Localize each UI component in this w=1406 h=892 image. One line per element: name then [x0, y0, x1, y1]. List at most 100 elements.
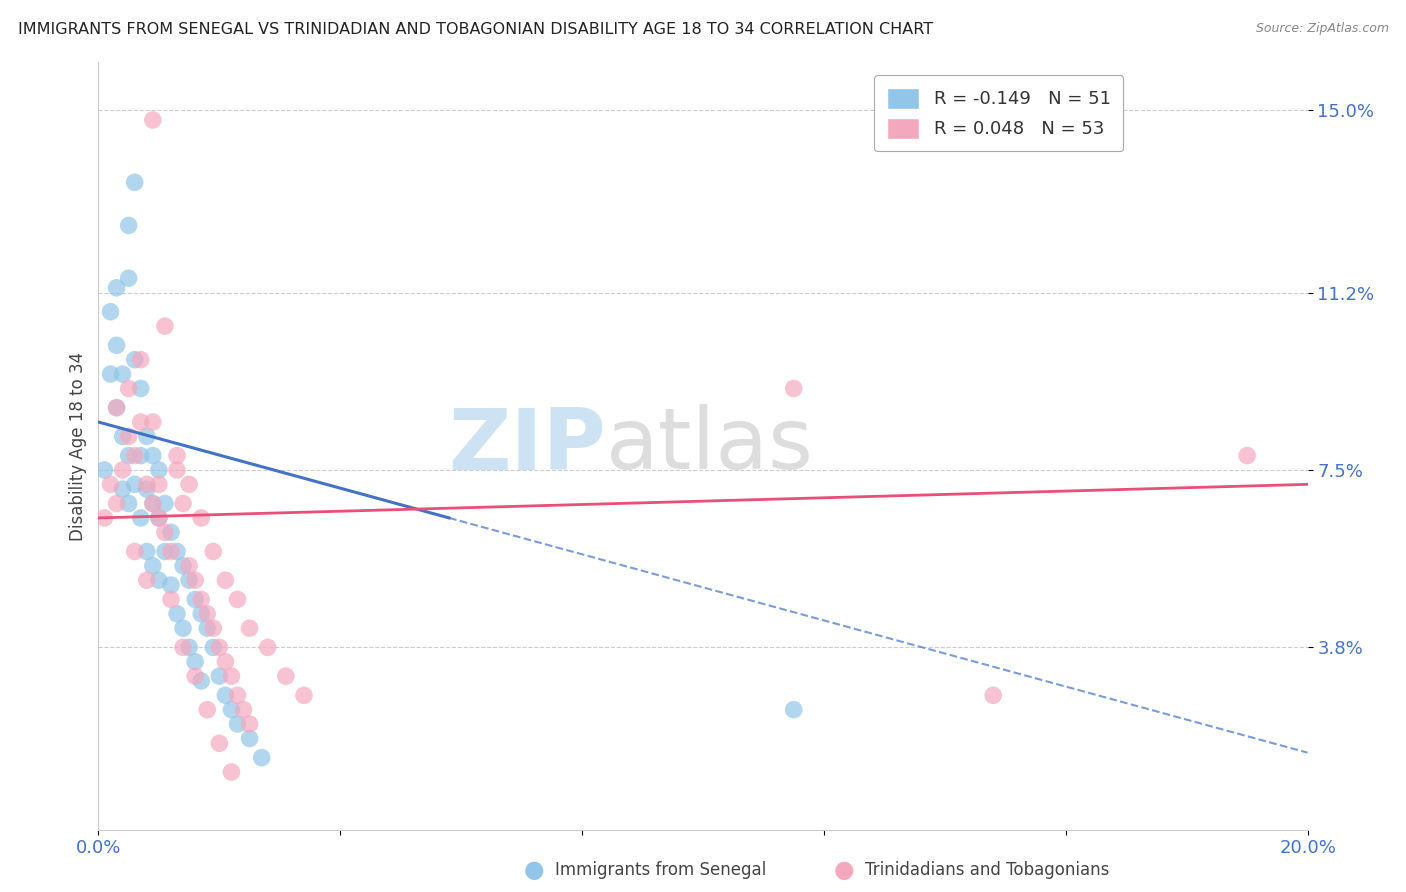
Point [179, 477, 201, 491]
Point [118, 429, 141, 443]
Point [221, 703, 243, 717]
Point [129, 352, 152, 367]
Point [93, 463, 115, 477]
Point [190, 673, 212, 688]
Point [118, 271, 141, 285]
Text: ●: ● [524, 858, 544, 881]
Point [118, 219, 141, 233]
Point [129, 449, 152, 463]
Text: ZIP: ZIP [449, 404, 606, 488]
Point [118, 449, 141, 463]
Text: ●: ● [834, 858, 853, 881]
Point [190, 607, 212, 621]
Point [153, 544, 176, 558]
Point [100, 367, 122, 381]
Point [135, 429, 157, 443]
Point [142, 558, 165, 573]
Point [111, 429, 134, 443]
Point [105, 401, 128, 415]
Point [226, 717, 249, 731]
Point [172, 496, 194, 510]
Point [100, 305, 122, 319]
Point [129, 382, 152, 396]
Point [172, 621, 194, 635]
Point [160, 544, 183, 558]
Point [124, 477, 146, 491]
Point [105, 496, 128, 510]
Point [160, 578, 183, 592]
Point [208, 736, 231, 750]
Point [118, 382, 141, 396]
Text: Source: ZipAtlas.com: Source: ZipAtlas.com [1256, 22, 1389, 36]
Point [195, 621, 218, 635]
Point [148, 511, 170, 525]
Point [202, 621, 225, 635]
Point [111, 482, 134, 496]
Point [208, 640, 231, 655]
Point [221, 765, 243, 780]
Point [783, 382, 806, 396]
Point [153, 319, 176, 334]
Point [124, 175, 146, 189]
Point [166, 463, 188, 477]
Point [124, 352, 146, 367]
Point [214, 655, 236, 669]
Point [142, 112, 165, 127]
Point [148, 511, 170, 525]
Point [190, 592, 212, 607]
Point [184, 655, 207, 669]
Text: IMMIGRANTS FROM SENEGAL VS TRINIDADIAN AND TOBAGONIAN DISABILITY AGE 18 TO 34 CO: IMMIGRANTS FROM SENEGAL VS TRINIDADIAN A… [18, 22, 934, 37]
Point [153, 525, 176, 540]
Point [239, 621, 262, 635]
Point [166, 449, 188, 463]
Point [184, 592, 207, 607]
Point [142, 496, 165, 510]
Point [142, 415, 165, 429]
Text: atlas: atlas [606, 404, 814, 488]
Point [142, 496, 165, 510]
Point [179, 558, 201, 573]
Point [232, 703, 254, 717]
Point [292, 689, 315, 703]
Point [160, 525, 183, 540]
Point [208, 669, 231, 683]
Point [166, 544, 188, 558]
Point [226, 689, 249, 703]
Point [274, 669, 297, 683]
Point [135, 544, 157, 558]
Legend: R = -0.149   N = 51, R = 0.048   N = 53: R = -0.149 N = 51, R = 0.048 N = 53 [875, 75, 1123, 152]
Point [226, 592, 249, 607]
Point [93, 511, 115, 525]
Point [148, 477, 170, 491]
Point [981, 689, 1004, 703]
Point [124, 449, 146, 463]
Point [148, 573, 170, 587]
Point [148, 463, 170, 477]
Point [172, 558, 194, 573]
Point [166, 607, 188, 621]
Point [124, 544, 146, 558]
Point [135, 477, 157, 491]
Point [221, 669, 243, 683]
Point [214, 689, 236, 703]
Point [111, 463, 134, 477]
Point [111, 367, 134, 381]
Point [118, 496, 141, 510]
Point [105, 401, 128, 415]
Point [129, 415, 152, 429]
Point [142, 449, 165, 463]
Point [105, 281, 128, 295]
Point [1236, 449, 1258, 463]
Y-axis label: Disability Age 18 to 34: Disability Age 18 to 34 [69, 351, 87, 541]
Text: Immigrants from Senegal: Immigrants from Senegal [555, 861, 766, 879]
Point [153, 496, 176, 510]
Point [256, 640, 278, 655]
Point [100, 477, 122, 491]
Point [135, 482, 157, 496]
Point [783, 703, 806, 717]
Point [239, 731, 262, 746]
Point [195, 703, 218, 717]
Point [214, 573, 236, 587]
Point [172, 640, 194, 655]
Text: Trinidadians and Tobagonians: Trinidadians and Tobagonians [865, 861, 1109, 879]
